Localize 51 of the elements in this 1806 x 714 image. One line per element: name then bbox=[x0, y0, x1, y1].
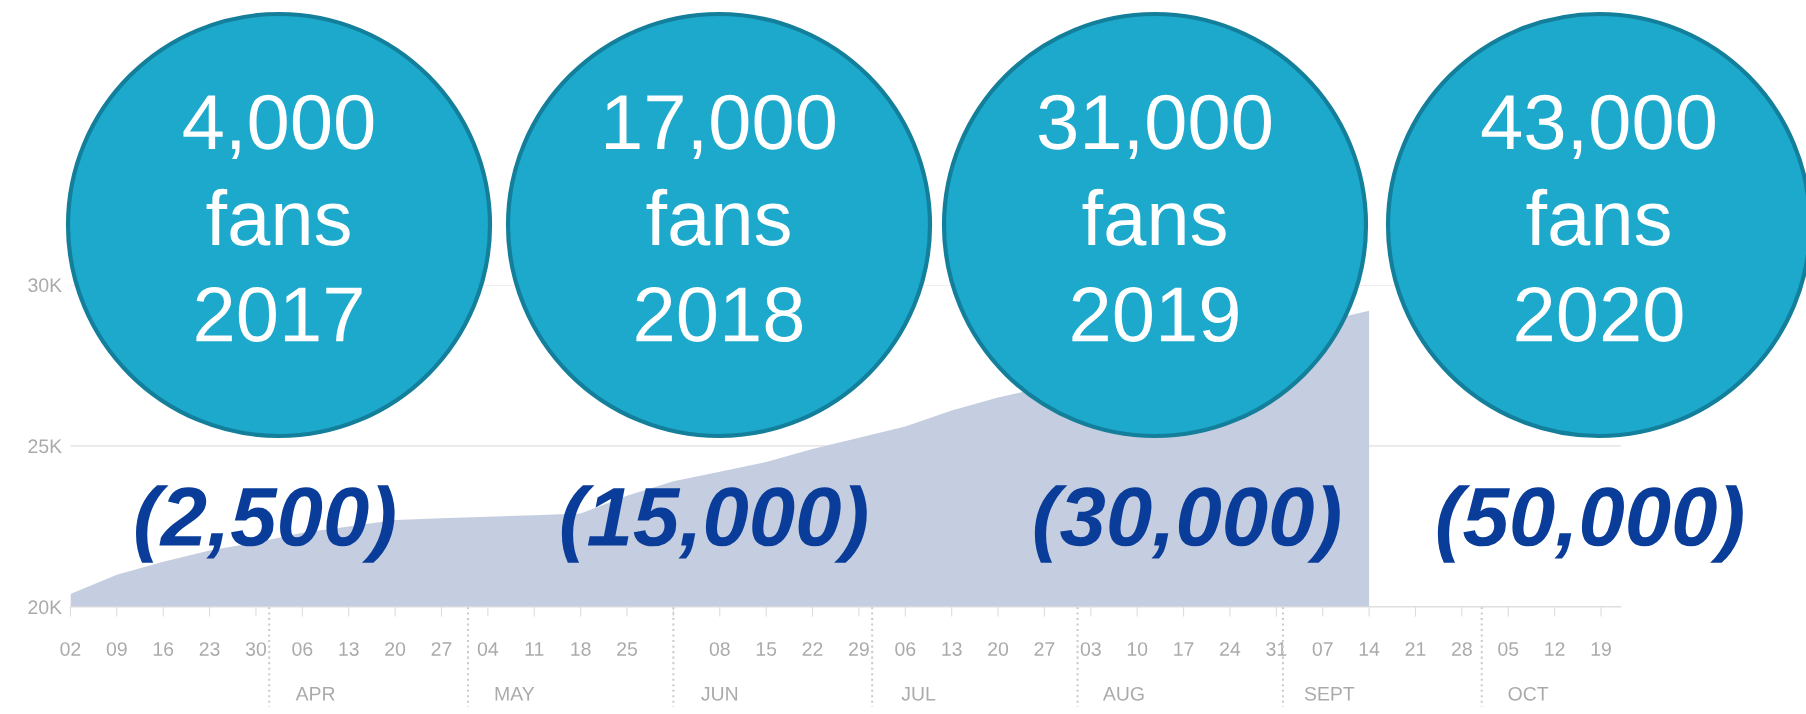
annotation: 43,000 fans 2020 bbox=[1481, 94, 1715, 343]
x-tick-label: 04 bbox=[477, 642, 499, 656]
x-tick-label: 06 bbox=[895, 642, 916, 656]
x-tick-label: 03 bbox=[1080, 642, 1101, 656]
x-tick-label: 27 bbox=[1034, 642, 1055, 656]
x-tick-label: 18 bbox=[571, 642, 591, 656]
ref-line-label: JUN bbox=[701, 687, 738, 701]
y-tick-label: 25K bbox=[28, 439, 62, 454]
x-tick-label: 02 bbox=[60, 642, 81, 656]
x-tick-label: 13 bbox=[942, 642, 962, 656]
x-tick-label: 11 bbox=[525, 642, 544, 656]
x-tick-label: 25 bbox=[617, 642, 638, 656]
ref-line-label: SEPT bbox=[1304, 686, 1355, 701]
ref-line-label: AUG bbox=[1102, 686, 1144, 701]
annotation: (30,000) bbox=[1034, 485, 1340, 563]
x-tick-label: 29 bbox=[849, 642, 869, 656]
x-tick-label: 27 bbox=[431, 642, 452, 656]
x-tick-label: 08 bbox=[709, 642, 730, 656]
y-tick-label: 20K bbox=[28, 600, 62, 615]
x-tick-label: 09 bbox=[106, 642, 127, 656]
x-tick-label: 19 bbox=[1591, 642, 1611, 656]
annotation: 17,000 fans 2018 bbox=[606, 94, 835, 343]
x-tick-label: 24 bbox=[1220, 642, 1241, 656]
x-tick-label: 16 bbox=[153, 642, 174, 656]
x-tick-label: 06 bbox=[292, 642, 313, 656]
x-tick-label: 12 bbox=[1545, 642, 1565, 656]
x-tick-label: 17 bbox=[1174, 642, 1194, 656]
y-tick-label: 30K bbox=[28, 278, 62, 293]
x-tick-label: 05 bbox=[1498, 642, 1519, 656]
x-tick-label: 20 bbox=[385, 642, 406, 656]
x-tick-label: 07 bbox=[1312, 642, 1333, 656]
ref-line-label: OCT bbox=[1508, 686, 1549, 701]
x-tick-label: 14 bbox=[1359, 642, 1380, 656]
x-tick-label: 22 bbox=[802, 642, 823, 656]
x-tick-label: 30 bbox=[245, 642, 267, 656]
annotation: (2,500) bbox=[136, 485, 395, 563]
ref-line-label: JUL bbox=[901, 687, 936, 701]
annotation: (15,000) bbox=[561, 485, 867, 563]
ref-line-label: APR bbox=[295, 687, 335, 701]
x-tick-label: 31 bbox=[1266, 642, 1287, 656]
annotation: 4,000 fans 2017 bbox=[183, 94, 374, 343]
x-tick-label: 10 bbox=[1127, 642, 1148, 656]
x-tick-label: 13 bbox=[339, 642, 359, 656]
annotation: 31,000 fans 2019 bbox=[1039, 94, 1271, 343]
x-tick-label: 20 bbox=[988, 642, 1009, 656]
x-tick-label: 21 bbox=[1405, 642, 1426, 656]
x-tick-label: 15 bbox=[756, 642, 777, 656]
ref-line-label: MAY bbox=[495, 687, 535, 701]
x-tick-label: 28 bbox=[1452, 642, 1472, 656]
annotation: (50,000) bbox=[1437, 485, 1743, 563]
x-tick-label: 23 bbox=[199, 642, 220, 656]
